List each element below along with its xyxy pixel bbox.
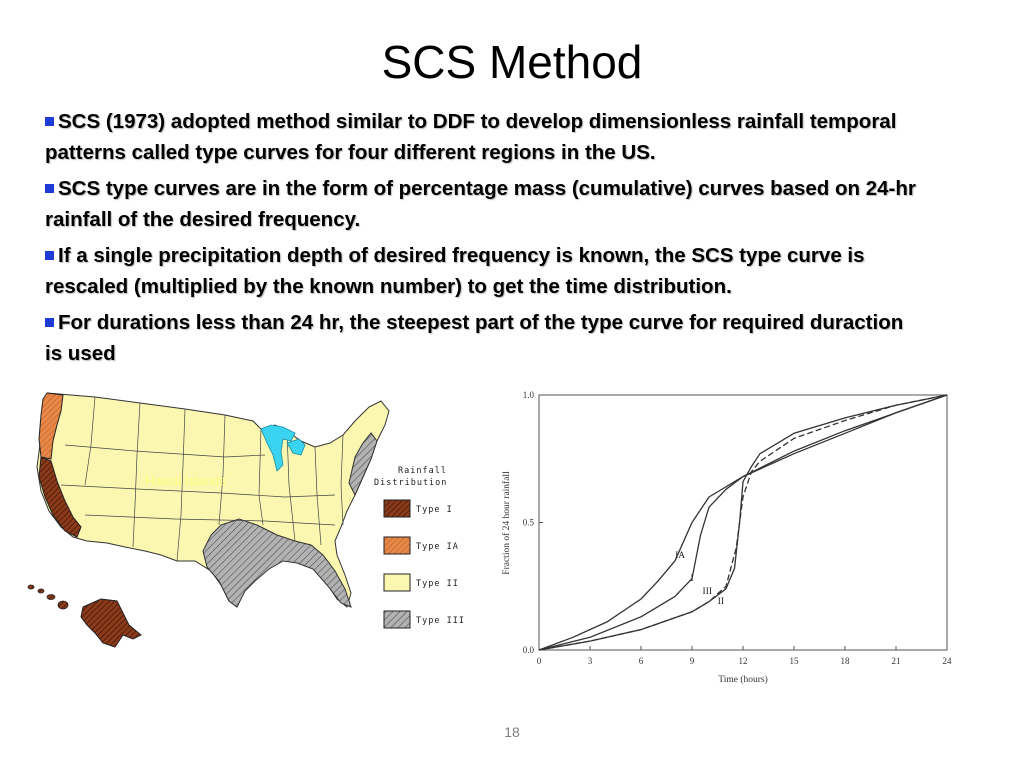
y-tick-label: 0.5	[523, 518, 535, 528]
legend-swatch-type-ii	[383, 573, 411, 592]
great-lakes	[260, 424, 306, 472]
chart-ticks: 0 3 6 9 12 15 18 21 24 0.0 0.5 1.0	[523, 390, 952, 666]
legend-label-type-ii: Type II	[416, 579, 459, 589]
bullet-square-icon	[45, 183, 54, 193]
y-tick-label: 1.0	[523, 390, 535, 400]
x-tick-label: 24	[943, 656, 953, 666]
map-legend: Rainfall Distribution Type I Type IA Typ…	[374, 466, 465, 629]
legend-swatch-type-ia	[383, 536, 411, 555]
bullet-item: SCS (1973) adopted method similar to DDF…	[45, 106, 925, 168]
slide-title: SCS Method	[381, 36, 643, 88]
x-tick-label: 15	[790, 656, 800, 666]
x-tick-label: 18	[841, 656, 851, 666]
rainfall-distribution-map: Hawai Islands Rainfall Distribution Type…	[27, 392, 465, 648]
legend-title-line2: Distribution	[374, 478, 447, 488]
curve-label: III	[703, 587, 713, 597]
series-line-type-i	[538, 394, 948, 651]
type-ia-region	[38, 392, 64, 460]
x-tick-label: 3	[588, 656, 593, 666]
x-tick-label: 9	[690, 656, 695, 666]
series-line-type-ia	[538, 394, 948, 651]
bullet-text: SCS type curves are in the form of perce…	[45, 177, 916, 231]
bullet-item: If a single precipitation depth of desir…	[45, 240, 925, 302]
legend-label-type-ia: Type IA	[416, 542, 459, 552]
x-tick-label: 6	[639, 656, 644, 666]
hawaii-islands	[27, 584, 69, 610]
chart-y-axis-label: Fraction of 24 hour rainfall	[501, 471, 512, 575]
bullet-item: For durations less than 24 hr, the steep…	[45, 307, 925, 369]
bullet-list: SCS (1973) adopted method similar to DDF…	[45, 106, 925, 374]
bullet-square-icon	[45, 250, 54, 260]
legend-swatch-type-iii	[383, 610, 411, 629]
hawaii-overlay-label: Hawai Islands	[145, 473, 226, 488]
page-number: 18	[504, 724, 520, 740]
series-line-type-ii	[538, 394, 948, 651]
type-i-region	[38, 456, 82, 538]
x-tick-label: 0	[537, 656, 542, 666]
chart-plot-frame	[538, 394, 948, 651]
curve-label: IA	[675, 551, 685, 561]
curve-label: II	[718, 597, 724, 607]
type-iii-atlantic-region	[348, 432, 378, 497]
bullet-square-icon	[45, 116, 54, 126]
legend-swatch-type-i	[383, 499, 411, 518]
curve-label: I	[690, 574, 693, 584]
y-tick-label: 0.0	[523, 645, 535, 655]
state-boundaries	[60, 396, 344, 562]
bullet-text: For durations less than 24 hr, the steep…	[45, 311, 904, 365]
legend-label-type-iii: Type III	[416, 616, 465, 626]
alaska-type-i	[80, 598, 142, 648]
bullet-text: If a single precipitation depth of desir…	[45, 244, 865, 298]
chart-x-axis-label: Time (hours)	[718, 674, 768, 685]
chart-lines	[538, 394, 948, 651]
bullet-item: SCS type curves are in the form of perce…	[45, 173, 925, 235]
x-tick-label: 12	[739, 656, 748, 666]
series-line-type-iii	[538, 394, 948, 651]
legend-label-type-i: Type I	[416, 505, 453, 515]
x-tick-label: 21	[892, 656, 901, 666]
bullet-text: SCS (1973) adopted method similar to DDF…	[45, 110, 897, 164]
bullet-square-icon	[45, 317, 54, 327]
legend-title-line1: Rainfall	[398, 466, 447, 476]
